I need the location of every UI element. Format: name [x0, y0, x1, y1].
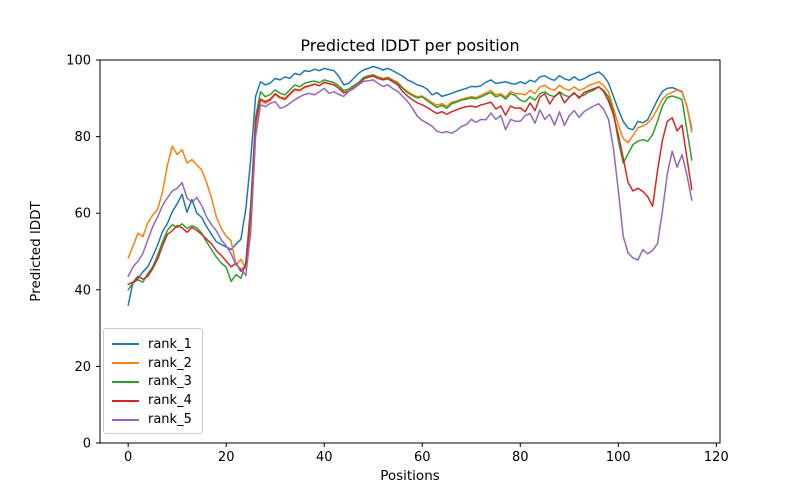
axes: 0 20 40 60 80 100 120 0 20 40 60 80 100: [66, 54, 729, 466]
legend-label-rank-1: rank_1: [148, 336, 192, 352]
x-tick-label: 60: [414, 450, 431, 465]
series-line-rank_2: [127, 73, 693, 270]
y-tick-label: 40: [74, 283, 91, 298]
plot-lines: [127, 65, 693, 306]
series-line-rank_4: [127, 75, 693, 286]
x-tick-label: 100: [606, 450, 631, 465]
y-tick-label: 80: [74, 130, 91, 145]
legend-label-rank-2: rank_2: [148, 355, 192, 371]
y-tick-label: 60: [74, 207, 91, 222]
x-tick-label: 0: [124, 450, 132, 465]
legend-line-rank-3-icon: [112, 380, 139, 383]
x-tick-label: 80: [512, 450, 529, 465]
legend-label-rank-4: rank_4: [148, 393, 192, 409]
y-tick-label: 20: [74, 360, 91, 375]
x-axis-label: Positions: [380, 468, 440, 484]
y-axis-label: Predicted lDDT: [28, 201, 44, 302]
legend-line-rank-5-icon: [112, 418, 139, 421]
series-line-rank_3: [127, 74, 693, 291]
legend-line-rank-2-icon: [112, 362, 139, 365]
legend-item-rank-5: rank_5: [112, 410, 194, 429]
chart-title: Predicted lDDT per position: [300, 36, 519, 55]
x-tick-label: 20: [218, 450, 235, 465]
series-line-rank_5: [127, 79, 693, 278]
legend-line-rank-1-icon: [112, 343, 139, 346]
y-tick-label: 0: [83, 437, 91, 452]
legend-item-rank-3: rank_3: [112, 373, 194, 392]
plot-border: [99, 59, 721, 444]
series-line-rank_1: [127, 65, 693, 306]
legend-item-rank-2: rank_2: [112, 354, 194, 373]
legend-item-rank-1: rank_1: [112, 335, 194, 354]
x-tick-label: 40: [316, 450, 333, 465]
x-tick-label: 120: [704, 450, 729, 465]
legend: rank_1 rank_2 rank_3 rank_4 rank_5: [103, 328, 203, 434]
y-tick-label: 100: [66, 54, 91, 69]
legend-item-rank-4: rank_4: [112, 391, 194, 410]
legend-line-rank-4-icon: [112, 399, 139, 402]
legend-label-rank-3: rank_3: [148, 374, 192, 390]
legend-label-rank-5: rank_5: [148, 412, 192, 428]
